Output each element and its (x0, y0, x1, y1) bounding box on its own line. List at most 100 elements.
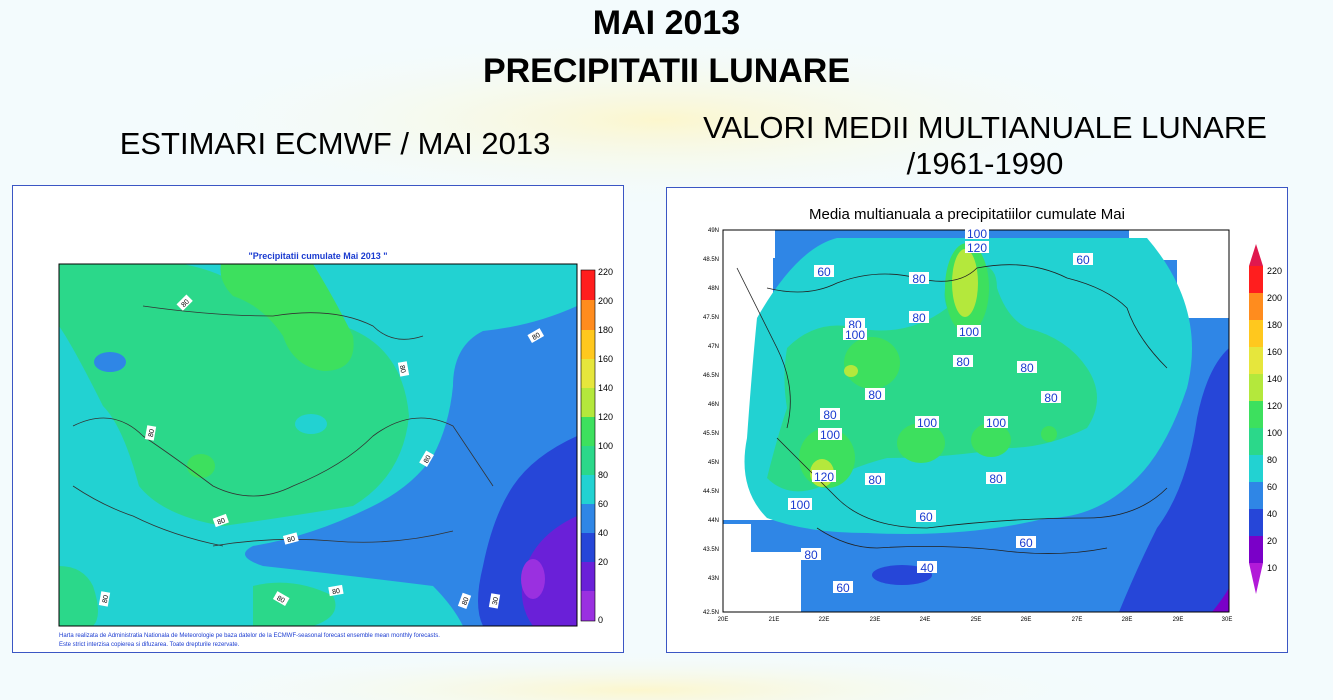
left-subtitle: ESTIMARI ECMWF / MAI 2013 (119, 126, 551, 161)
left-contour-label: 80 (531, 332, 541, 342)
right-contour-label: 80 (804, 548, 818, 562)
lat-tick: 47.5N (703, 315, 719, 321)
right-contour-label: 100 (917, 416, 937, 430)
right-contour-label: 120 (967, 241, 987, 255)
lat-tick: 44N (708, 518, 719, 524)
lon-tick: 27E (1072, 617, 1083, 623)
right-colorbar-tick: 60 (1267, 482, 1277, 492)
right-contour-label: 120 (814, 470, 834, 484)
lon-tick: 20E (718, 617, 729, 623)
right-map-fields (723, 230, 1229, 612)
lat-tick: 49N (708, 228, 719, 234)
left-footer-line1: Harta realizata de Administratia Nationa… (59, 633, 440, 639)
right-colorbar: 220 200 180 160 140 120 100 80 60 40 20 … (1249, 244, 1282, 594)
right-contour-label: 100 (790, 498, 810, 512)
right-contour-label: 80 (823, 408, 837, 422)
right-contour-label: 80 (1020, 361, 1034, 375)
right-colorbar-tick: 140 (1267, 374, 1282, 384)
left-colorbar-tick: 60 (598, 499, 608, 509)
right-map-title: Media multianuala a precipitatiilor cumu… (809, 206, 1125, 223)
lon-tick: 21E (769, 617, 780, 623)
right-lon-ticks: 20E 21E 22E 23E 24E 25E 26E 27E 28E 29E … (718, 617, 1233, 623)
right-contour-label: 80 (956, 355, 970, 369)
right-colorbar-tick: 220 (1267, 266, 1282, 276)
right-contour-label: 100 (959, 325, 979, 339)
lat-tick: 43.5N (703, 547, 719, 553)
right-contour-labels: 100 120 60 80 60 80 80 100 80 100 80 80 … (788, 227, 1093, 595)
lat-tick: 47N (708, 344, 719, 350)
left-map-fields (59, 264, 577, 626)
right-contour-label: 100 (967, 227, 987, 241)
lat-tick: 45N (708, 460, 719, 466)
right-contour-label: 80 (868, 473, 882, 487)
left-colorbar-tick: 180 (598, 325, 613, 335)
right-contour-label: 80 (868, 388, 882, 402)
lat-tick: 48N (708, 286, 719, 292)
left-contour-label: 80 (398, 365, 406, 374)
lon-tick: 30E (1222, 617, 1233, 623)
left-colorbar: 220 200 180 160 140 120 100 80 60 40 20 … (580, 267, 613, 625)
page-title-line2: PRECIPITATII LUNARE (482, 52, 851, 90)
left-contour-label: 80 (275, 595, 285, 605)
right-subtitle-line2: /1961-1990 (906, 146, 1064, 181)
ecmwf-forecast-map-panel: "Precipitatii cumulate Mai 2013 " (12, 185, 624, 653)
right-contour-label: 80 (912, 272, 926, 286)
left-contour-labels: 80 80 80 80 80 80 80 80 80 80 80 30 (98, 294, 545, 609)
left-contour-label: 80 (332, 588, 341, 596)
right-colorbar-tick: 160 (1267, 347, 1282, 357)
left-colorbar-tick: 40 (598, 528, 608, 538)
right-colorbar-tick: 20 (1267, 536, 1277, 546)
right-contour-label: 40 (920, 561, 934, 575)
right-contour-label: 60 (836, 581, 850, 595)
lat-tick: 43N (708, 576, 719, 582)
lon-tick: 24E (920, 617, 931, 623)
left-contour-label: 30 (492, 597, 500, 606)
left-contour-label: 80 (423, 454, 433, 464)
right-contour-label: 100 (845, 328, 865, 342)
right-contour-label: 80 (912, 311, 926, 325)
lon-tick: 26E (1021, 617, 1032, 623)
lon-tick: 29E (1173, 617, 1184, 623)
left-colorbar-tick: 120 (598, 412, 613, 422)
left-colorbar-tick: 80 (598, 470, 608, 480)
lat-tick: 48.5N (703, 257, 719, 263)
right-colorbar-tick: 120 (1267, 401, 1282, 411)
multiannual-mean-map: Media multianuala a precipitatiilor cumu… (703, 206, 1282, 623)
left-contour-label: 80 (216, 517, 226, 526)
right-colorbar-tick: 10 (1267, 563, 1277, 573)
right-colorbar-tick: 80 (1267, 455, 1277, 465)
lat-tick: 42.5N (703, 610, 719, 616)
left-map-title: "Precipitatii cumulate Mai 2013 " (248, 251, 387, 261)
left-colorbar-tick: 220 (598, 267, 613, 277)
right-colorbar-tick: 200 (1267, 293, 1282, 303)
multiannual-mean-map-panel: Media multianuala a precipitatiilor cumu… (666, 187, 1288, 653)
lat-tick: 44.5N (703, 489, 719, 495)
right-contour-label: 60 (1076, 253, 1090, 267)
right-contour-label: 100 (986, 416, 1006, 430)
lon-tick: 28E (1122, 617, 1133, 623)
lat-tick: 46N (708, 402, 719, 408)
right-subtitle-line1: VALORI MEDII MULTIANUALE LUNARE (703, 110, 1267, 145)
left-contour-label: 80 (461, 596, 470, 606)
left-colorbar-tick: 140 (598, 383, 613, 393)
right-contour-label: 60 (1019, 536, 1033, 550)
lat-tick: 45.5N (703, 431, 719, 437)
left-contour-label: 80 (180, 298, 191, 309)
right-lat-ticks: 49N 48.5N 48N 47.5N 47N 46.5N 46N 45.5N … (703, 228, 719, 616)
left-colorbar-tick: 20 (598, 557, 608, 567)
right-contour-label: 80 (1044, 391, 1058, 405)
left-colorbar-tick: 0 (598, 615, 603, 625)
left-contour-label: 80 (102, 595, 110, 604)
right-colorbar-tick: 40 (1267, 509, 1277, 519)
left-colorbar-tick: 160 (598, 354, 613, 364)
left-colorbar-tick: 100 (598, 441, 613, 451)
right-colorbar-tick: 100 (1267, 428, 1282, 438)
right-colorbar-tick: 180 (1267, 320, 1282, 330)
page-title-line1: MAI 2013 (592, 4, 741, 42)
right-contour-label: 60 (817, 265, 831, 279)
right-contour-label: 60 (919, 510, 933, 524)
left-contour-label: 80 (287, 536, 296, 545)
left-footer-line2: Este strict interzisa copierea si difuza… (59, 642, 240, 648)
right-contour-label: 80 (989, 472, 1003, 486)
ecmwf-forecast-map: "Precipitatii cumulate Mai 2013 " (58, 251, 613, 648)
